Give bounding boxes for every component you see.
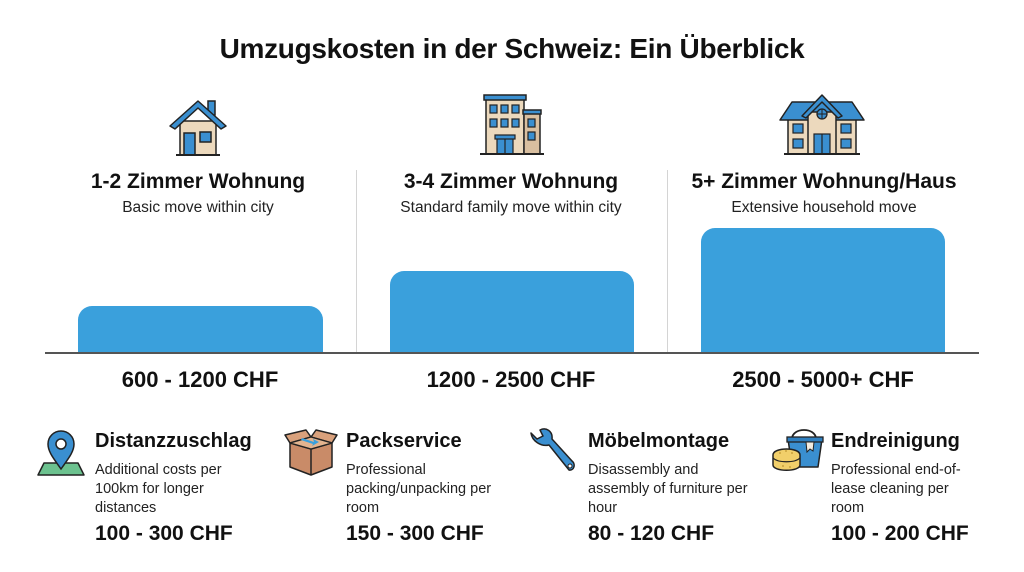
service-price: 80 - 120 CHF: [588, 522, 715, 545]
chart-baseline: [45, 352, 979, 354]
category-title: 5+ Zimmer Wohnung/Haus: [691, 170, 957, 193]
category-title: 1-2 Zimmer Wohnung: [90, 170, 306, 193]
box-icon: [284, 427, 338, 482]
service-title: Möbelmontage: [588, 430, 730, 452]
service-price: 100 - 200 CHF: [831, 522, 969, 545]
service-description: Disassembly and assembly of furniture pe…: [588, 462, 748, 516]
cleaning-bucket-icon: [770, 425, 826, 482]
service-description: Professional end-of-lease cleaning per r…: [831, 462, 961, 516]
service-title: Distanzzuschlag: [95, 430, 252, 452]
cost-bar-3: [701, 228, 945, 353]
category-subtitle: Basic move within city: [122, 199, 274, 216]
category-subtitle: Standard family move within city: [400, 199, 622, 216]
cost-bar-2: [390, 271, 634, 353]
service-price: 150 - 300 CHF: [346, 522, 484, 545]
category-subtitle: Extensive household move: [731, 199, 917, 216]
wrench-icon: [527, 427, 579, 482]
service-description: Additional costs per 100km for longer di…: [95, 462, 222, 516]
cost-bar-1: [78, 306, 323, 353]
column-divider: [667, 170, 668, 353]
service-price: 100 - 300 CHF: [95, 522, 233, 545]
service-title: Packservice: [346, 430, 462, 452]
category-price: 2500 - 5000+ CHF: [732, 367, 914, 392]
category-title: 3-4 Zimmer Wohnung: [403, 170, 619, 193]
column-divider: [356, 170, 357, 353]
large-house-icon: [778, 92, 866, 165]
category-price: 600 - 1200 CHF: [121, 367, 279, 392]
map-pin-icon: [36, 427, 86, 482]
house-icon: [166, 95, 230, 164]
category-price: 1200 - 2500 CHF: [426, 367, 596, 392]
apartment-building-icon: [478, 92, 546, 165]
service-title: Endreinigung: [831, 430, 960, 452]
page-title: Umzugskosten in der Schweiz: Ein Überbli…: [219, 33, 805, 64]
service-description: Professional packing/unpacking per room: [346, 462, 492, 516]
